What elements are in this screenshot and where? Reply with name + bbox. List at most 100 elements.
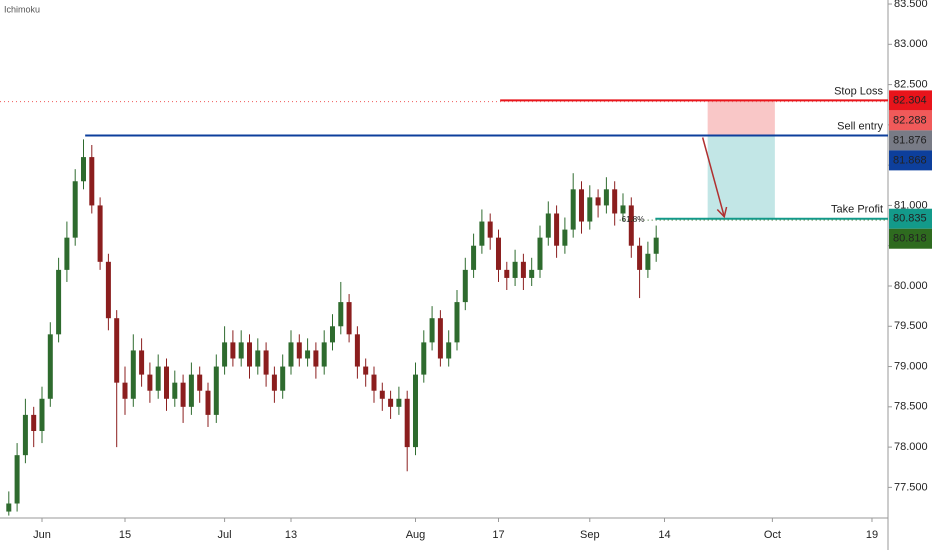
arrow-head [716,206,728,219]
y-tick-label: 79.000 [894,360,928,372]
candle-body [155,366,161,391]
candle-body [89,157,95,206]
candle-body [197,374,203,391]
candle-body [139,350,145,375]
candle-body [172,382,178,399]
level-name: Stop Loss [834,85,883,97]
fib-label: 61.8% [622,215,645,224]
candle-body [246,342,252,367]
y-tick-label: 78.500 [894,401,928,413]
x-tick-label: Oct [764,529,781,541]
price-box [889,110,932,131]
price-box-label: 81.868 [893,154,927,166]
candle-body [537,237,543,270]
x-tick-label: 14 [658,529,670,541]
x-tick-label: 19 [866,529,878,541]
candle-body [313,350,319,367]
candle-body [238,342,244,359]
price-box [889,90,932,111]
x-tick-label: 15 [119,529,131,541]
price-box-label: 80.835 [893,213,927,225]
candle-body [39,398,45,431]
candle-body [570,189,576,230]
candle-body [471,245,477,270]
y-tick-label: 77.500 [894,481,928,493]
candle-body [462,269,468,303]
candle-body [363,366,369,375]
risk-zone [707,100,775,136]
candle-body [354,334,360,367]
price-box-label: 81.876 [893,134,927,146]
price-box [889,130,932,151]
candle-body [371,374,377,391]
candle-body [620,205,626,214]
y-tick-label: 80.000 [894,280,928,292]
indicator-label: Ichimoku [4,4,40,14]
candle-body [529,269,535,278]
price-box [889,150,932,171]
level-name: Sell entry [837,120,883,132]
candle-body [255,350,261,367]
y-tick-label: 79.500 [894,320,928,332]
candle-body [263,350,269,375]
candle-body [504,269,510,278]
y-tick-label: 83.000 [894,38,928,50]
x-tick-label: Aug [406,529,426,541]
candle-body [163,366,169,399]
x-tick-label: 17 [492,529,504,541]
level-name: Take Profit [831,204,883,216]
candle-body [47,334,53,399]
candle-body [421,342,427,375]
candle-body [653,237,659,254]
y-tick-label: 82.500 [894,78,928,90]
candle-body [147,374,153,391]
price-box [889,228,932,249]
candle-body [288,342,294,367]
candle-body [446,342,452,359]
x-tick-label: Sep [580,529,600,541]
candle-body [346,302,352,335]
candle-body [603,189,609,206]
candle-body [512,261,518,278]
candle-body [429,318,435,343]
candle-body [329,326,335,343]
candle-body [404,398,410,448]
candle-body [454,302,460,343]
x-tick-label: 13 [285,529,297,541]
candle-body [180,382,186,407]
candle-body [595,197,601,206]
candle-body [412,374,418,448]
candle-body [388,398,394,407]
candle-body [114,318,120,383]
candle-body [612,189,618,214]
candle-body [587,197,593,222]
price-box-label: 82.304 [893,94,927,106]
candle-body [14,455,20,504]
candle-body [64,237,70,270]
candle-body [495,237,501,270]
candle-body [479,221,485,246]
candle-body [520,261,526,278]
candle-body [321,342,327,367]
candle-body [562,229,568,246]
candle-body [396,398,402,407]
x-tick-label: Jun [33,529,51,541]
price-box-label: 80.818 [893,233,927,245]
x-tick-label: Jul [218,529,232,541]
candle-body [487,221,493,238]
candle-body [637,245,643,270]
candle-body [97,205,103,262]
candle-body [72,181,78,238]
candle-body [213,366,219,415]
candle-body [296,342,302,359]
candle-body [22,414,28,456]
y-tick-label: 81.000 [894,199,928,211]
candle-body [271,374,277,391]
candle-body [379,390,385,399]
candle-body [645,253,651,270]
reward-zone [707,135,775,219]
candle-body [6,503,12,512]
candle-body [56,269,62,335]
candle-body [205,390,211,415]
